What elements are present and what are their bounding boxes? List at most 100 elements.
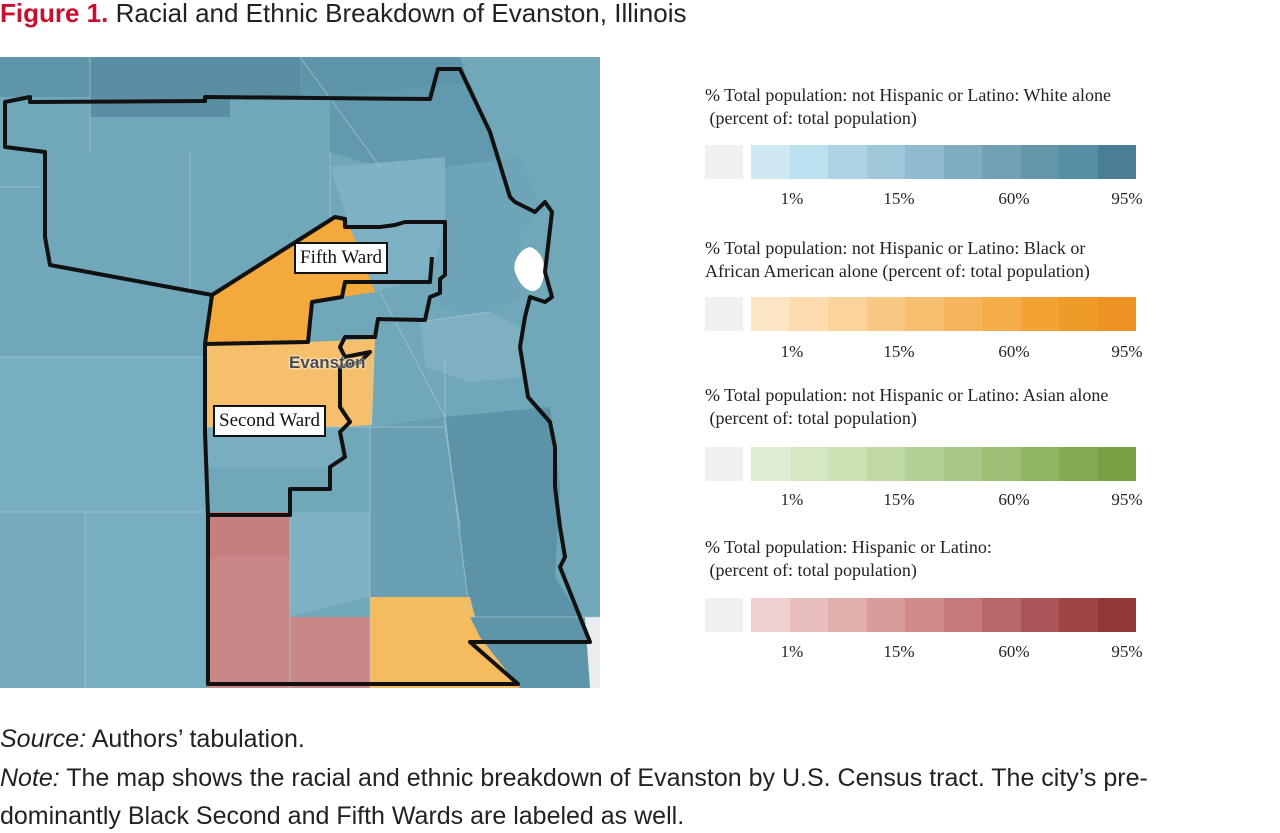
- legend-swatch: [1059, 145, 1098, 179]
- tract: [205, 427, 340, 467]
- legend-tick: 60%: [998, 189, 1030, 208]
- legend-swatch: [866, 297, 905, 331]
- legend-swatch: [905, 145, 944, 179]
- note-text-1: The map shows the racial and ethnic brea…: [59, 764, 1148, 792]
- legend-nodata-swatch: [705, 145, 743, 179]
- legend-tick: 1%: [780, 189, 804, 208]
- legend-swatch: [751, 598, 790, 632]
- legend-swatch: [1020, 297, 1059, 331]
- legend-swatch: [828, 598, 867, 632]
- legend-tick: 1%: [780, 490, 804, 509]
- legend-swatch: [1059, 447, 1098, 481]
- legend-tick: 60%: [998, 642, 1030, 661]
- legend-swatch: [905, 598, 944, 632]
- source-line: Source: Authors’ tabulation.: [0, 725, 305, 754]
- legend-swatch: [789, 297, 828, 331]
- legend-tick: 15%: [883, 189, 915, 208]
- note-text-2: dominantly Black Second and Fifth Wards …: [0, 802, 685, 830]
- tract-lines: [0, 57, 600, 688]
- legend-tick: 95%: [1111, 642, 1143, 661]
- legend-tick: 15%: [883, 490, 915, 509]
- source-label: Source:: [0, 725, 87, 753]
- tract-hispanic: [208, 557, 370, 688]
- figure-title-text: Racial and Ethnic Breakdown of Evanston,…: [115, 0, 687, 28]
- tract: [440, 157, 540, 317]
- legend-swatch: [828, 447, 867, 481]
- legend-asian: % Total population: not Hispanic or Lati…: [705, 384, 1143, 509]
- legend-tick: 60%: [998, 490, 1030, 509]
- legend-nodata-swatch: [705, 297, 743, 331]
- legend-swatch: [751, 447, 790, 481]
- tract: [420, 312, 525, 382]
- legend-tick: 60%: [998, 342, 1030, 361]
- legend-swatch: [943, 447, 982, 481]
- note-line-1: Note: The map shows the racial and ethni…: [0, 764, 1148, 793]
- legend-swatch: [1097, 447, 1136, 481]
- note-label: Note:: [0, 764, 60, 792]
- tract-black-majority: [370, 597, 520, 688]
- source-text: Authors’ tabulation.: [86, 725, 305, 753]
- legend-title: % Total population: not Hispanic or Lati…: [705, 85, 1111, 128]
- legend-black: % Total population: not Hispanic or Lati…: [705, 237, 1143, 361]
- legend-hispanic: % Total population: Hispanic or Latino: …: [705, 536, 1143, 661]
- tract: [370, 417, 470, 617]
- legend-swatch: [982, 297, 1021, 331]
- legend-title: % Total population: not Hispanic or Lati…: [705, 238, 1090, 281]
- legend-swatches: [751, 145, 1136, 179]
- legend-tick: 15%: [883, 642, 915, 661]
- city-boundary: [3, 67, 592, 686]
- legend-tick: 1%: [780, 342, 804, 361]
- legend-swatch: [789, 447, 828, 481]
- legend-tick: 1%: [780, 642, 804, 661]
- legend-tick: 95%: [1111, 189, 1143, 208]
- legend-swatch: [828, 297, 867, 331]
- legend-swatch: [943, 297, 982, 331]
- legend-swatch: [905, 447, 944, 481]
- legend-nodata-swatch: [705, 447, 743, 481]
- legend-swatch: [982, 145, 1021, 179]
- city-label: Evanston: [289, 353, 366, 372]
- tract: [290, 512, 370, 617]
- legend-white: % Total population: not Hispanic or Lati…: [705, 84, 1143, 208]
- legend-tick: 15%: [883, 342, 915, 361]
- legend-swatch: [982, 598, 1021, 632]
- figure-title: Figure 1. Racial and Ethnic Breakdown of…: [0, 0, 686, 29]
- legend-swatch: [905, 297, 944, 331]
- legend-swatch: [943, 598, 982, 632]
- lagoon: [514, 247, 545, 292]
- legend-swatch: [982, 447, 1021, 481]
- tract: [445, 407, 580, 617]
- tract: [0, 512, 85, 688]
- legend-swatch: [866, 145, 905, 179]
- legend-tick: 95%: [1111, 490, 1143, 509]
- legend-swatch: [1020, 598, 1059, 632]
- legend-swatch: [751, 297, 790, 331]
- ward-label-second: Second Ward: [213, 405, 327, 437]
- legend-title: % Total population: not Hispanic or Lati…: [705, 385, 1109, 428]
- tract: [470, 617, 600, 688]
- legend-swatches: [751, 297, 1136, 331]
- legend-swatch: [828, 145, 867, 179]
- figure-number: Figure 1.: [0, 0, 109, 28]
- legend-swatch: [1097, 297, 1136, 331]
- legend-title: % Total population: Hispanic or Latino: …: [705, 537, 992, 580]
- second-ward-boundary: [203, 344, 210, 516]
- legend-swatch: [1097, 145, 1136, 179]
- legend-swatch: [789, 145, 828, 179]
- legend-swatches: [751, 598, 1136, 632]
- legend-swatch: [751, 145, 790, 179]
- legend-nodata-swatch: [705, 598, 743, 632]
- note-line-2: dominantly Black Second and Fifth Wards …: [0, 802, 684, 831]
- tract-hispanic: [210, 512, 290, 557]
- legend-swatch: [943, 145, 982, 179]
- ward-label-fifth: Fifth Ward: [294, 242, 389, 274]
- legend-swatch: [789, 598, 828, 632]
- legend-swatch: [1020, 145, 1059, 179]
- legend-swatches: [751, 447, 1136, 481]
- legend-swatch: [866, 447, 905, 481]
- legend-swatch: [1020, 447, 1059, 481]
- census-tract-map: [0, 57, 600, 688]
- legend-swatch: [1097, 598, 1136, 632]
- legend-swatch: [866, 598, 905, 632]
- legend-swatch: [1059, 297, 1098, 331]
